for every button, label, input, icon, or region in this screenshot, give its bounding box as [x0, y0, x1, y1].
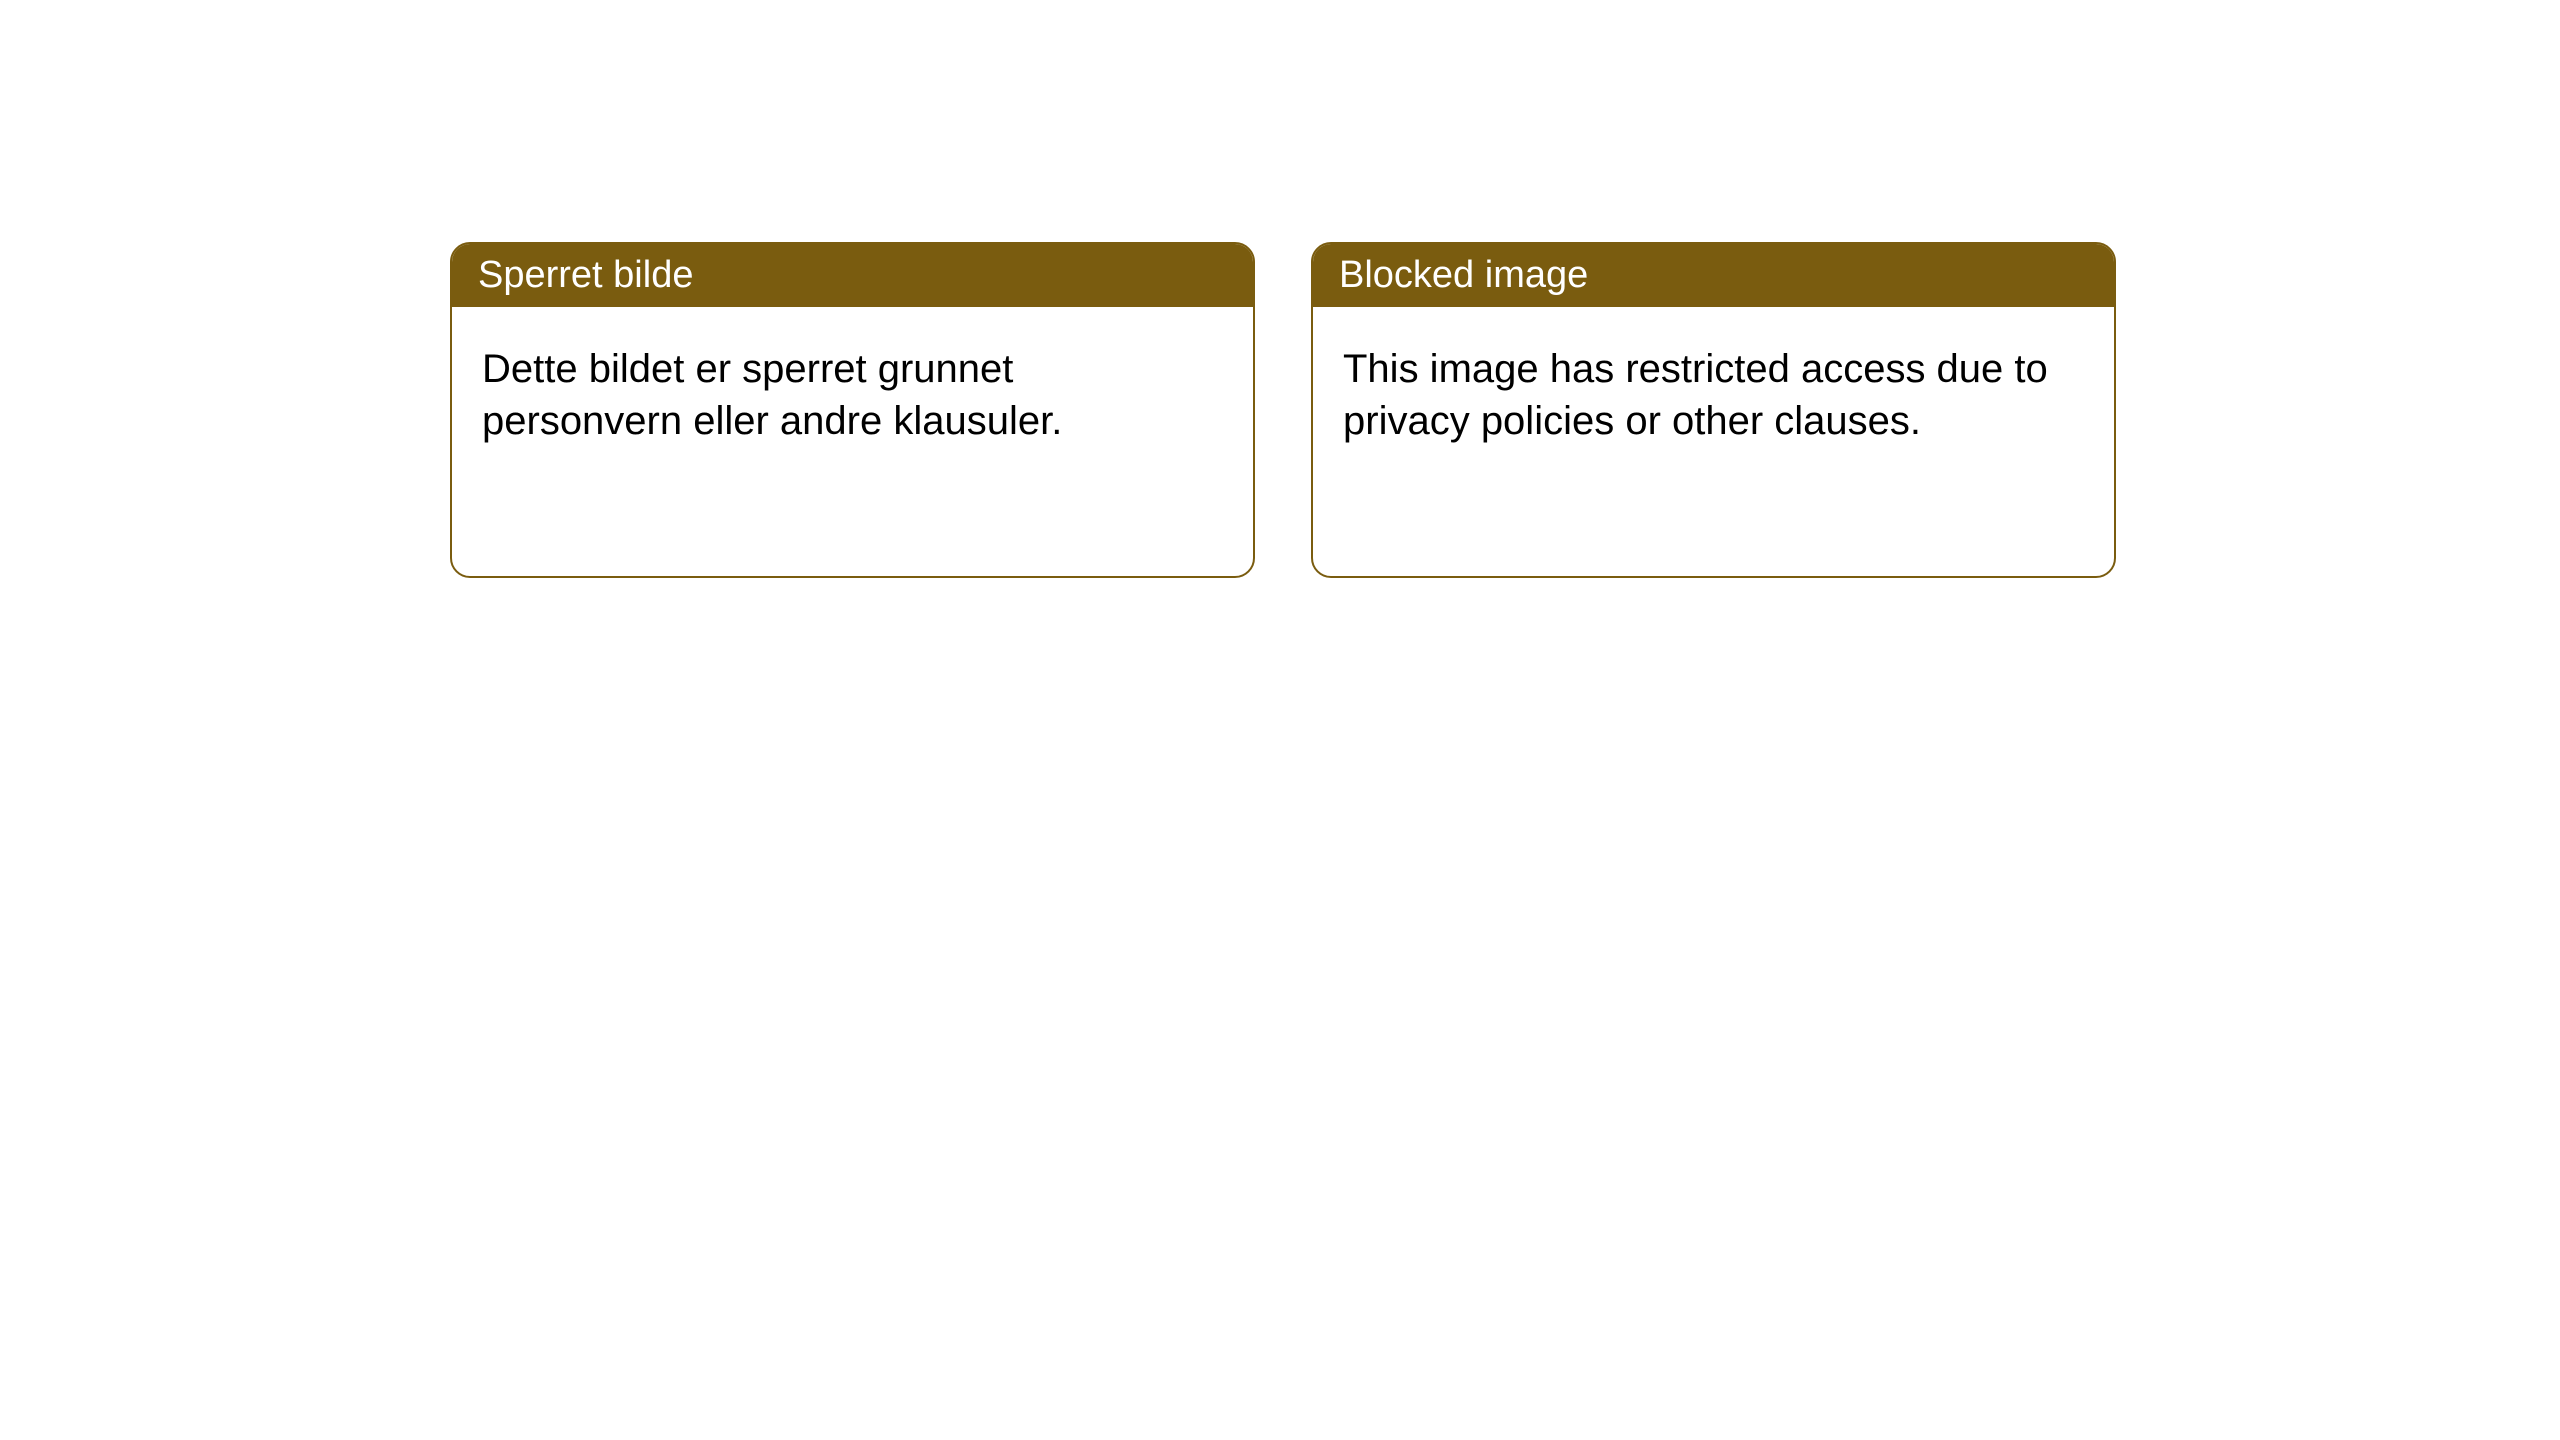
- card-body: Dette bildet er sperret grunnet personve…: [452, 307, 1253, 483]
- notice-container: Sperret bilde Dette bildet er sperret gr…: [0, 0, 2560, 578]
- card-title: Sperret bilde: [478, 254, 693, 296]
- card-title: Blocked image: [1339, 254, 1588, 296]
- blocked-image-card-english: Blocked image This image has restricted …: [1311, 242, 2116, 578]
- blocked-image-card-norwegian: Sperret bilde Dette bildet er sperret gr…: [450, 242, 1255, 578]
- card-header: Blocked image: [1313, 244, 2114, 307]
- card-header: Sperret bilde: [452, 244, 1253, 307]
- card-body: This image has restricted access due to …: [1313, 307, 2114, 483]
- card-body-text: Dette bildet er sperret grunnet personve…: [482, 347, 1062, 443]
- card-body-text: This image has restricted access due to …: [1343, 347, 2048, 443]
